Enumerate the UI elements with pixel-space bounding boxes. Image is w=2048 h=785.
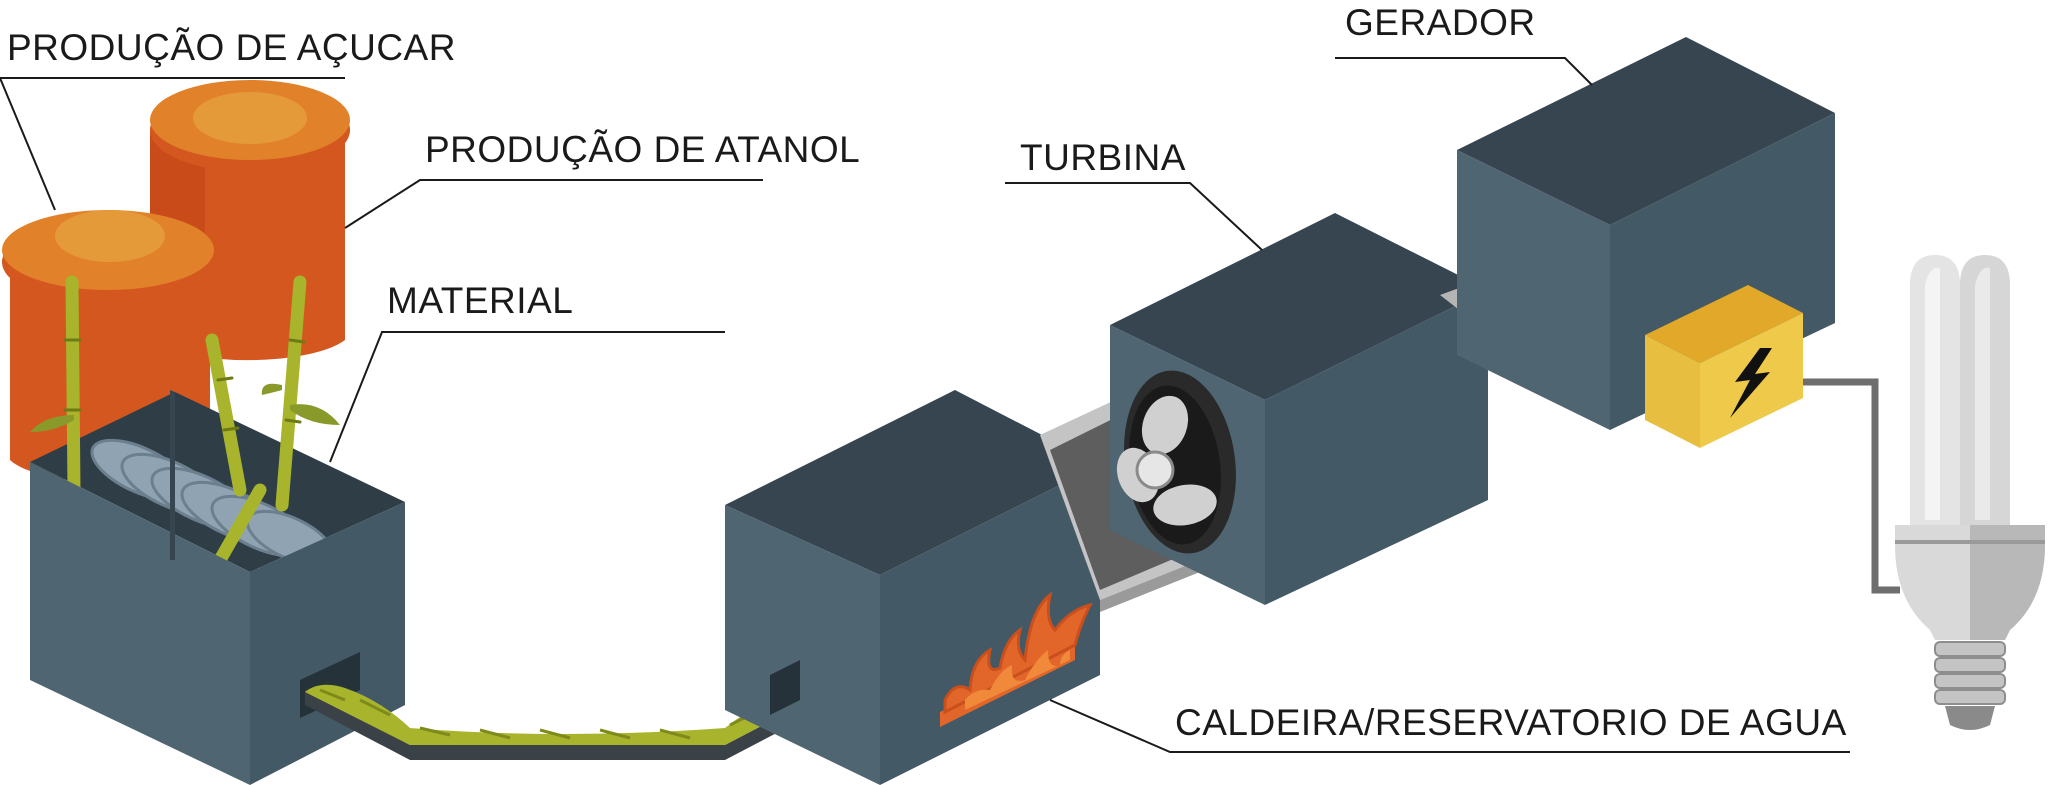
leader-sugar bbox=[0, 77, 345, 211]
leader-material bbox=[329, 331, 725, 463]
label-sugar-production: PRODUÇÃO DE AÇUCAR bbox=[7, 27, 456, 68]
label-ethanol-production: PRODUÇÃO DE ATANOL bbox=[425, 129, 860, 170]
label-material: MATERIAL bbox=[387, 280, 573, 321]
shredder-coil bbox=[90, 438, 335, 567]
leader-boiler bbox=[1049, 699, 1850, 753]
label-turbine: TURBINA bbox=[1020, 137, 1186, 178]
fan-icon bbox=[1116, 395, 1217, 526]
leader-generator bbox=[1335, 57, 1593, 86]
label-boiler: CALDEIRA/RESERVATORIO DE AGUA bbox=[1175, 702, 1847, 743]
power-wire bbox=[1803, 378, 1900, 594]
sugarcane-icon bbox=[30, 275, 340, 567]
leader-lines bbox=[0, 57, 1850, 753]
junction-box bbox=[1645, 285, 1803, 448]
label-generator: GERADOR bbox=[1345, 2, 1536, 43]
light-bulb-icon bbox=[1895, 255, 2045, 730]
boiler-box bbox=[725, 390, 1100, 785]
generator-box bbox=[1457, 37, 1835, 448]
lightning-bolt-icon bbox=[1730, 348, 1772, 418]
material-box bbox=[30, 275, 405, 785]
leader-ethanol bbox=[344, 179, 763, 229]
leader-turbine bbox=[1005, 182, 1263, 251]
turbine-box bbox=[1110, 213, 1488, 605]
fire-icon bbox=[940, 591, 1093, 727]
